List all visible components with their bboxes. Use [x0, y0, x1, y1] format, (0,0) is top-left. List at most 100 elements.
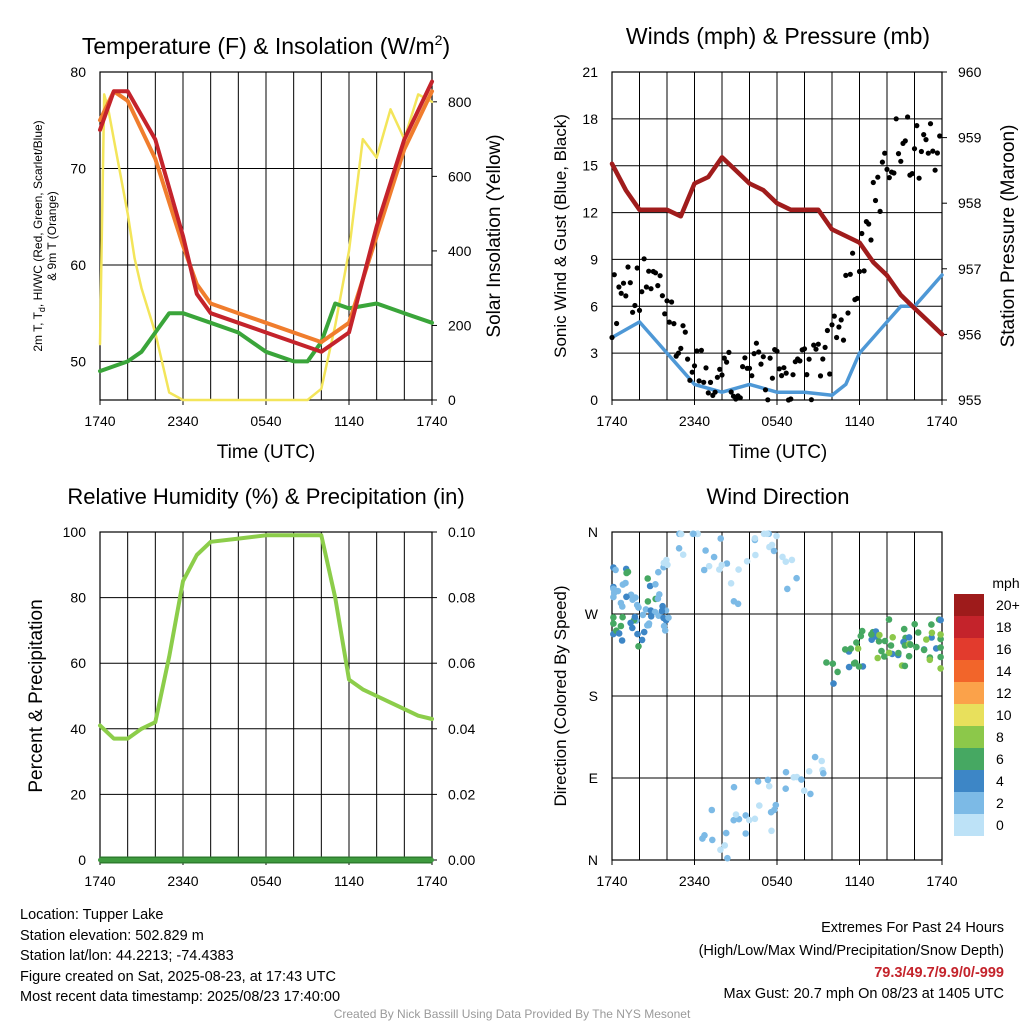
- gust-point: [934, 150, 941, 156]
- gust-point: [751, 351, 757, 357]
- direction-point: [895, 649, 902, 657]
- y2-tick-label: 0.06: [448, 655, 475, 671]
- gust-point: [724, 359, 730, 365]
- rh-y-label: Percent & Precipitation: [26, 599, 47, 792]
- gust-point: [705, 390, 711, 396]
- gust-point: [854, 295, 860, 301]
- direction-point: [788, 556, 796, 564]
- gust-point: [776, 366, 782, 372]
- direction-point: [742, 830, 749, 837]
- direction-point: [723, 560, 731, 567]
- gust-point: [760, 354, 766, 360]
- gust-point: [753, 340, 760, 346]
- direction-point: [709, 836, 716, 844]
- gust-point: [630, 309, 636, 315]
- direction-point: [820, 770, 827, 777]
- gust-point: [698, 347, 705, 353]
- direction-point: [841, 646, 849, 653]
- gust-point: [806, 356, 812, 362]
- y-tick-label: 60: [70, 655, 86, 671]
- legend-swatch: [954, 638, 984, 660]
- gust-point: [840, 337, 847, 343]
- direction-point: [765, 782, 773, 790]
- direction-point: [768, 827, 775, 835]
- direction-point: [845, 663, 853, 671]
- direction-point: [710, 553, 718, 561]
- x-tick-label: 1140: [844, 413, 874, 429]
- direction-point: [937, 631, 944, 638]
- gust-point: [758, 361, 764, 367]
- y2-tick-label: 600: [448, 168, 472, 184]
- winds-chart-title: Winds (mph) & Pressure (mb): [626, 23, 930, 49]
- gust-point: [694, 348, 700, 354]
- y2-tick-label: 400: [448, 243, 472, 259]
- direction-point: [634, 630, 641, 638]
- winds-x-label: Time (UTC): [729, 442, 828, 463]
- direction-point: [610, 620, 617, 627]
- temp-title-sup: 2: [435, 32, 443, 48]
- direction-point: [868, 636, 875, 643]
- gust-point: [756, 349, 762, 355]
- gust-point: [623, 293, 629, 299]
- temp-y-label-b: , HI/WC (Red, Green, Scarlet/Blue): [31, 120, 45, 307]
- series-solar-insolation: [98, 93, 434, 402]
- direction-point: [660, 622, 668, 630]
- x-tick-label: 1140: [844, 873, 874, 889]
- legend-swatch: [954, 616, 984, 638]
- x-tick-label: 1740: [596, 413, 627, 429]
- y-tick-label: 80: [70, 64, 86, 80]
- gust-point: [671, 321, 677, 327]
- legend-label: 0: [996, 817, 1004, 833]
- gust-point: [652, 270, 659, 276]
- gust-point: [687, 377, 693, 383]
- direction-point: [627, 619, 634, 627]
- y-tick-label: 0: [590, 392, 598, 408]
- recent-timestamp: Most recent data timestamp: 2025/08/23 1…: [20, 989, 341, 1005]
- gust-point: [669, 299, 675, 305]
- direction-point: [881, 637, 889, 645]
- direction-point: [937, 653, 944, 661]
- y-tick-label: 15: [582, 158, 598, 174]
- gust-point: [746, 365, 753, 371]
- direction-point: [868, 631, 875, 638]
- direction-point: [854, 645, 862, 652]
- gust-point: [726, 349, 732, 355]
- gust-point: [762, 387, 769, 393]
- y2-tick-label: 957: [958, 261, 982, 277]
- gust-point: [740, 364, 746, 370]
- direction-point: [784, 585, 791, 593]
- direction-point: [818, 757, 825, 765]
- direction-point: [610, 614, 617, 621]
- gust-point: [886, 175, 892, 181]
- y2-tick-label: 0.08: [448, 590, 475, 606]
- direction-point: [889, 634, 896, 641]
- direction-point: [793, 574, 800, 582]
- y-tick-label: 100: [63, 524, 87, 540]
- gust-point: [843, 272, 849, 278]
- gust-point: [728, 389, 734, 395]
- extremes-values: 79.3/49.7/9.9/0/-999: [874, 965, 1004, 981]
- winds-y2-label: Station Pressure (Maroon): [998, 125, 1019, 348]
- gust-point: [685, 356, 691, 362]
- direction-point: [920, 646, 928, 654]
- direction-point: [718, 561, 726, 569]
- y2-tick-label: 0.04: [448, 721, 475, 737]
- y2-tick-label: 955: [958, 392, 982, 408]
- gust-point: [914, 123, 920, 129]
- y-tick-label: 18: [582, 111, 598, 127]
- direction-point: [937, 665, 944, 672]
- y-tick-label: 20: [70, 786, 86, 802]
- legend-label: 10: [996, 707, 1012, 723]
- direction-point: [885, 616, 893, 623]
- direction-point: [701, 832, 708, 839]
- direction-point: [798, 776, 805, 783]
- gust-point: [680, 323, 686, 329]
- y-tick-label: 80: [70, 590, 86, 606]
- gust-point: [872, 197, 879, 204]
- gust-point: [737, 395, 743, 401]
- y2-tick-label: 956: [958, 326, 982, 342]
- legend-label: 14: [996, 663, 1012, 679]
- gust-point: [655, 283, 661, 289]
- direction-point: [937, 635, 944, 643]
- direction-point: [878, 647, 885, 655]
